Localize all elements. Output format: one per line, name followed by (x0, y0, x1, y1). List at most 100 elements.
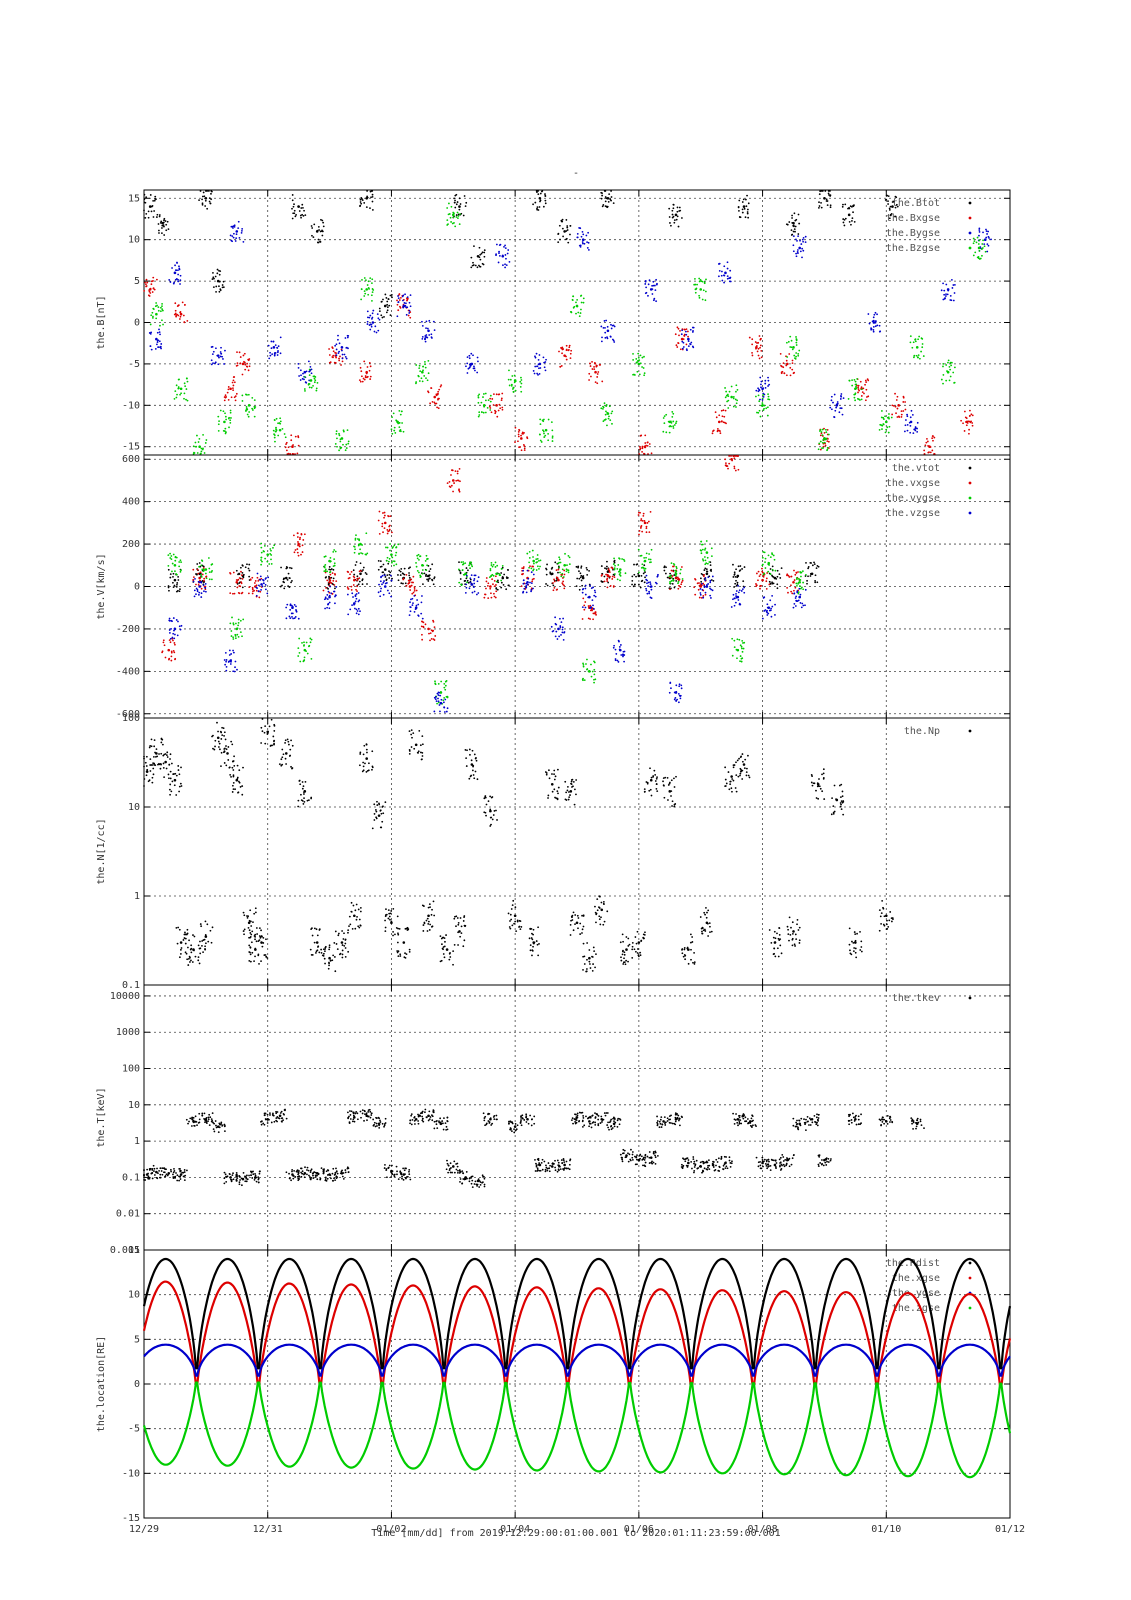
data-point (175, 619, 178, 621)
data-point (795, 595, 798, 598)
data-point (396, 950, 399, 952)
legend-label: the.Bxgse (886, 213, 940, 224)
data-point (173, 651, 176, 654)
data-point (610, 327, 613, 330)
data-point (731, 459, 734, 462)
data-point (232, 389, 235, 391)
data-point (399, 429, 402, 431)
data-point (287, 446, 290, 449)
data-point (909, 416, 912, 419)
data-point (184, 931, 186, 934)
data-point (637, 356, 640, 359)
data-point (700, 540, 702, 543)
data-point (763, 407, 765, 410)
data-point (891, 404, 894, 407)
data-point (718, 269, 721, 272)
data-point (762, 551, 765, 553)
data-point (262, 582, 265, 585)
data-point (691, 345, 694, 348)
data-point (501, 254, 504, 257)
data-point (451, 469, 454, 472)
data-point (427, 914, 430, 918)
data-point (421, 743, 424, 746)
data-point (536, 565, 539, 568)
data-point (260, 583, 263, 586)
data-point (546, 584, 549, 587)
data-point (839, 407, 842, 410)
data-point (771, 605, 774, 608)
data-point (722, 421, 725, 424)
data-point (225, 418, 227, 421)
data-point (381, 316, 384, 319)
data-point (618, 573, 621, 576)
data-point (362, 377, 365, 380)
data-point (965, 424, 968, 427)
data-point (931, 449, 934, 452)
data-point (795, 255, 798, 258)
data-point (565, 230, 568, 232)
data-point (720, 409, 723, 412)
data-point (645, 527, 648, 530)
data-point (642, 572, 645, 575)
data-point (469, 581, 472, 584)
data-point (357, 607, 360, 610)
data-point (716, 427, 719, 430)
data-point (446, 482, 449, 485)
data-point (293, 551, 296, 554)
data-point (366, 190, 369, 192)
data-point (743, 566, 746, 568)
data-point (790, 346, 793, 349)
data-point (766, 606, 769, 609)
data-point (341, 353, 344, 356)
data-point (645, 578, 648, 581)
data-point (262, 942, 265, 944)
data-point (402, 941, 406, 944)
data-point (273, 743, 275, 746)
data-point (365, 206, 368, 209)
data-point (588, 379, 590, 381)
data-point (180, 766, 182, 769)
data-point (465, 583, 468, 586)
data-point (591, 599, 594, 601)
data-point (277, 422, 279, 425)
data-point (534, 356, 537, 359)
data-point (887, 203, 889, 205)
data-point (674, 696, 677, 699)
data-point (373, 803, 376, 806)
data-point (153, 762, 156, 765)
data-point (382, 581, 385, 584)
data-point (176, 573, 178, 576)
data-point (291, 452, 294, 455)
data-point (444, 698, 447, 701)
data-point (587, 596, 590, 599)
data-point (269, 354, 272, 357)
data-point (885, 198, 888, 201)
data-point (274, 351, 277, 354)
data-point (212, 350, 215, 353)
data-point (762, 596, 765, 599)
data-point (177, 269, 179, 272)
data-point (443, 682, 446, 685)
data-point (334, 602, 336, 605)
data-point (793, 228, 796, 230)
data-point (202, 565, 205, 568)
data-point (669, 222, 671, 224)
data-point (257, 940, 260, 942)
data-point (739, 603, 742, 606)
data-point (427, 906, 430, 909)
data-point (426, 578, 428, 581)
data-point (444, 688, 447, 691)
data-point (296, 548, 299, 550)
data-point (229, 411, 232, 414)
data-point (698, 596, 701, 599)
data-point (161, 305, 163, 307)
data-point (900, 410, 903, 413)
data-point (421, 320, 423, 323)
data-point (261, 945, 264, 948)
data-point (150, 283, 153, 286)
data-point (304, 214, 307, 217)
data-point (887, 200, 889, 203)
data-point (204, 587, 207, 589)
data-point (551, 429, 554, 432)
data-point (728, 390, 731, 393)
